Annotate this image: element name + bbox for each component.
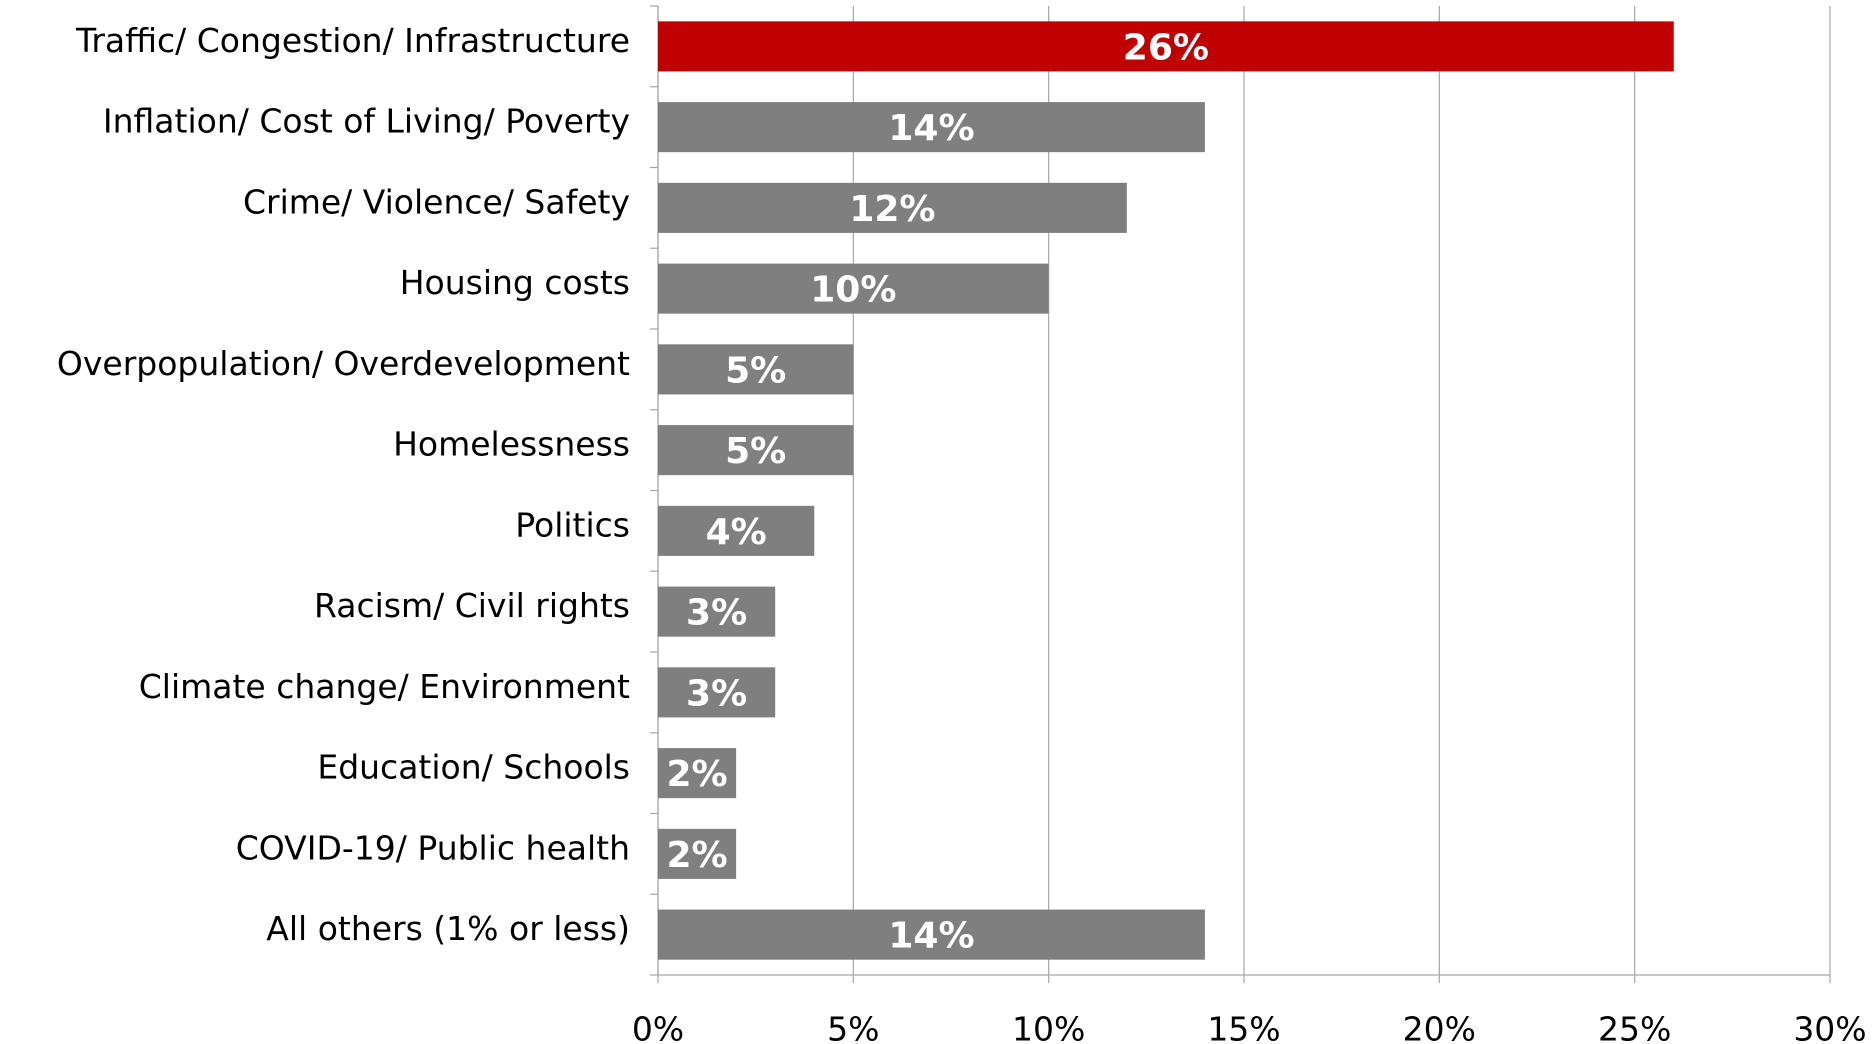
x-tick-label: 25% (1598, 1010, 1671, 1044)
value-label: 2% (667, 835, 728, 876)
value-label: 5% (725, 350, 786, 391)
value-label: 4% (706, 512, 767, 553)
bar (658, 909, 1205, 960)
y-tick-label: Politics (515, 505, 630, 544)
bar (658, 182, 1127, 233)
y-tick-label: COVID-19/ Public health (236, 828, 630, 867)
value-label: 14% (888, 916, 974, 957)
bar (658, 586, 776, 637)
y-tick-label: Homelessness (393, 425, 630, 464)
bar (658, 344, 854, 395)
y-tick-label: Climate change/ Environment (139, 667, 630, 706)
bar (658, 748, 737, 799)
bar (658, 828, 737, 879)
y-tick-label: All others (1% or less) (266, 909, 630, 948)
value-label: 3% (686, 673, 747, 714)
x-tick-label: 0% (632, 1010, 684, 1044)
value-label: 14% (888, 108, 974, 149)
bar (658, 263, 1049, 314)
value-label: 3% (686, 593, 747, 634)
bar (658, 21, 1674, 72)
y-tick-label: Education/ Schools (317, 748, 630, 787)
value-label: 12% (849, 189, 935, 230)
bar (658, 667, 776, 718)
value-label: 26% (1123, 27, 1209, 68)
bar (658, 505, 815, 556)
value-label: 2% (667, 754, 728, 795)
y-tick-label: Inflation/ Cost of Living/ Poverty (103, 102, 630, 141)
x-tick-label: 10% (1012, 1010, 1085, 1044)
bar (658, 102, 1205, 153)
value-label: 10% (810, 270, 896, 311)
bar (658, 425, 854, 476)
x-tick-label: 30% (1793, 1010, 1866, 1044)
y-tick-label: Crime/ Violence/ Safety (243, 182, 630, 221)
x-tick-label: 15% (1207, 1010, 1280, 1044)
value-label: 5% (725, 431, 786, 472)
x-tick-label: 5% (827, 1010, 879, 1044)
y-tick-label: Housing costs (400, 263, 630, 302)
y-tick-label: Traffic/ Congestion/ Infrastructure (75, 21, 630, 60)
y-tick-label: Racism/ Civil rights (314, 586, 630, 625)
y-tick-label: Overpopulation/ Overdevelopment (57, 344, 630, 383)
x-tick-label: 20% (1403, 1010, 1476, 1044)
